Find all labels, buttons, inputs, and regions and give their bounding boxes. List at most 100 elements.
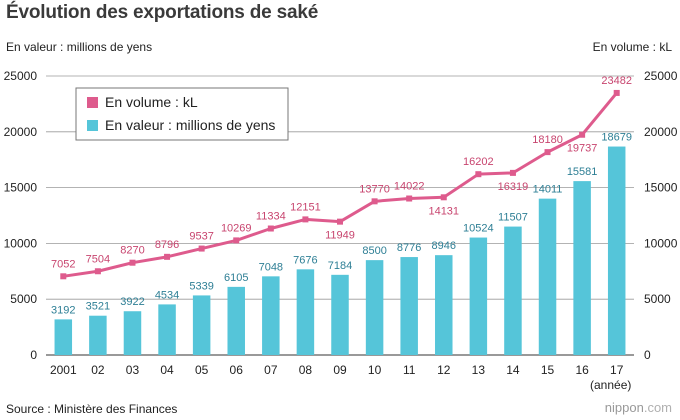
bar-series-value bbox=[54, 146, 626, 355]
bar-value-label: 10524 bbox=[463, 223, 494, 235]
line-point bbox=[129, 259, 136, 266]
bar bbox=[607, 146, 626, 355]
legend-swatch-volume bbox=[87, 97, 98, 108]
bar-value-label: 8500 bbox=[362, 245, 386, 257]
x-tick-label: 15 bbox=[541, 363, 555, 377]
bar bbox=[158, 304, 176, 355]
bar-value-label: 3922 bbox=[120, 296, 144, 308]
y-tick-label-left: 10000 bbox=[4, 236, 38, 250]
x-tick-label: 09 bbox=[333, 363, 347, 377]
bar-value-label: 4534 bbox=[155, 289, 179, 301]
line-point bbox=[337, 218, 343, 225]
line-point bbox=[198, 245, 205, 252]
y-tick-label-right: 20000 bbox=[644, 125, 678, 139]
line-point bbox=[509, 169, 516, 176]
bar bbox=[365, 260, 384, 355]
left-axis-unit-label: En valeur : millions de yens bbox=[6, 40, 153, 54]
bar bbox=[331, 274, 349, 355]
line-point bbox=[267, 225, 274, 232]
axis-labels: 0 0 5000 5000 10000 10000 15000 15000 20000 20000… bbox=[4, 69, 678, 392]
x-tick-label: 2001 bbox=[50, 363, 77, 377]
bar-value-label: 6105 bbox=[224, 272, 248, 284]
page-title: Évolution des exportations de saké bbox=[6, 2, 319, 23]
bar-value-label: 3521 bbox=[86, 301, 110, 313]
x-tick-label: 07 bbox=[264, 363, 278, 377]
bar-value-label: 8776 bbox=[397, 242, 421, 254]
line-value-label: 11949 bbox=[325, 230, 355, 242]
y-tick-label-left: 20000 bbox=[4, 125, 38, 139]
y-tick-label-left: 0 bbox=[30, 348, 37, 362]
y-tick-label-right: 25000 bbox=[644, 69, 678, 83]
y-tick-label-left: 5000 bbox=[10, 292, 37, 306]
line-point bbox=[371, 198, 378, 205]
bar bbox=[573, 181, 591, 355]
line-value-label: 19737 bbox=[567, 143, 598, 155]
bar-value-label: 15581 bbox=[567, 166, 598, 178]
y-tick-label-left: 15000 bbox=[4, 181, 38, 195]
x-tick-label: 02 bbox=[91, 363, 105, 377]
line-point bbox=[302, 216, 309, 223]
source-note: Source : Ministère des Finances bbox=[6, 402, 178, 416]
bar bbox=[54, 319, 73, 355]
legend-label-volume: En volume : kL bbox=[105, 94, 198, 110]
x-tick-label: 10 bbox=[368, 363, 382, 377]
line-value-label: 12151 bbox=[290, 201, 321, 213]
x-axis-unit-label: (année) bbox=[590, 378, 631, 392]
line-value-label: 14131 bbox=[428, 205, 459, 217]
legend-swatch-value bbox=[87, 120, 98, 131]
bar bbox=[469, 237, 488, 355]
x-tick-label: 06 bbox=[230, 363, 244, 377]
bar bbox=[296, 269, 315, 355]
bar-value-label: 3192 bbox=[51, 304, 75, 316]
line-value-label: 9537 bbox=[189, 231, 213, 243]
y-tick-label-right: 5000 bbox=[644, 292, 671, 306]
x-tick-label: 12 bbox=[437, 363, 451, 377]
bar bbox=[400, 257, 418, 355]
line-point bbox=[440, 194, 447, 201]
line-value-label: 13770 bbox=[359, 183, 390, 195]
x-tick-label: 11 bbox=[403, 363, 416, 377]
line-value-label: 8796 bbox=[155, 239, 179, 251]
x-tick-label: 08 bbox=[299, 363, 313, 377]
legend: En volume : kL En valeur : millions de y… bbox=[75, 87, 289, 141]
right-axis-unit-label: En volume : kL bbox=[592, 40, 672, 54]
x-tick-label: 17 bbox=[610, 363, 624, 377]
bar bbox=[504, 226, 522, 355]
bar bbox=[435, 255, 453, 355]
line-point bbox=[406, 195, 413, 202]
x-tick-label: 03 bbox=[126, 363, 140, 377]
line-point bbox=[579, 131, 586, 138]
bar bbox=[89, 315, 107, 355]
x-tick-label: 16 bbox=[575, 363, 589, 377]
brand-name: nippon bbox=[604, 400, 644, 415]
bar bbox=[538, 198, 557, 355]
brand-domain: .com bbox=[643, 400, 672, 415]
line-point bbox=[613, 89, 620, 96]
bar bbox=[192, 295, 211, 355]
line-point bbox=[164, 253, 171, 260]
y-tick-label-left: 25000 bbox=[4, 69, 38, 83]
line-point bbox=[60, 273, 67, 280]
x-tick-label: 13 bbox=[472, 363, 486, 377]
brand-logo: nippon.com bbox=[605, 400, 672, 415]
line-value-label: 16319 bbox=[498, 181, 529, 193]
line-value-label: 7052 bbox=[51, 258, 75, 270]
legend-label-value: En valeur : millions de yens bbox=[105, 117, 275, 133]
data-labels: 3192 3521 3922 4534 5339 6105 7048 7676 7184 8500… bbox=[51, 75, 632, 316]
bar bbox=[123, 311, 142, 355]
line-value-label: 18180 bbox=[532, 134, 563, 146]
line-value-label: 16202 bbox=[463, 156, 494, 168]
legend-box bbox=[75, 87, 289, 141]
line-point bbox=[94, 268, 101, 275]
bar-value-label: 18679 bbox=[601, 132, 632, 144]
bar-value-label: 7676 bbox=[293, 254, 317, 266]
line-point bbox=[475, 171, 482, 178]
bar-value-label: 11507 bbox=[498, 212, 528, 224]
x-tick-label: 14 bbox=[506, 363, 520, 377]
line-series-volume bbox=[60, 89, 620, 280]
y-tick-label-right: 15000 bbox=[644, 181, 678, 195]
bar bbox=[262, 276, 280, 355]
bar-value-label: 7184 bbox=[328, 260, 352, 272]
line-value-label: 7504 bbox=[86, 253, 110, 265]
